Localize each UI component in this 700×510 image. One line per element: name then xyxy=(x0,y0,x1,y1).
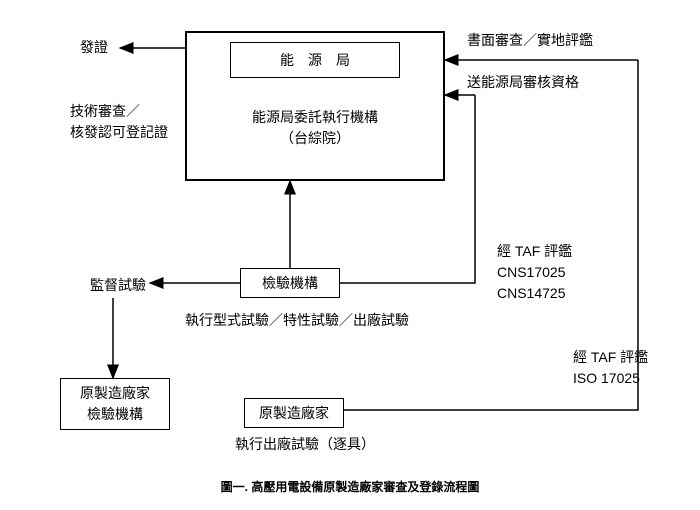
issue-cert-label: 發證 xyxy=(80,37,108,58)
diagram-caption-text: 圖一. 高壓用電設備原製造廠家審查及登錄流程圖 xyxy=(221,480,480,494)
factory-test-label: 執行出廠試驗（逐具） xyxy=(235,434,375,455)
taf1-label: 經 TAF 評鑑 CNS17025 CNS14725 xyxy=(497,220,572,304)
send-review-label: 送能源局審核資格 xyxy=(467,72,579,93)
energy-bureau-inner-box: 能 源 局 xyxy=(230,42,400,78)
energy-bureau-inner-label: 能 源 局 xyxy=(280,50,350,71)
send-review-text: 送能源局審核資格 xyxy=(467,74,579,90)
energy-bureau-outer-label: 能源局委託執行機構 （台綜院） xyxy=(252,107,378,149)
supervise-label: 監督試驗 xyxy=(90,275,146,296)
doc-review-label: 書面審查／實地評鑑 xyxy=(467,30,593,51)
manufacturer-box: 原製造廠家 xyxy=(244,398,344,428)
orig-mfg-inspection-label: 原製造廠家 檢驗機構 xyxy=(80,383,150,425)
inspection-org-box: 檢驗機構 xyxy=(240,268,340,298)
diagram-caption: 圖一. 高壓用電設備原製造廠家審查及登錄流程圖 xyxy=(0,478,700,495)
orig-mfg-inspection-box: 原製造廠家 檢驗機構 xyxy=(60,378,170,430)
taf2-text: 經 TAF 評鑑 ISO 17025 xyxy=(573,349,648,386)
taf2-label: 經 TAF 評鑑 ISO 17025 xyxy=(573,326,648,389)
tech-review-label: 技術審查／ 核發認可登記證 xyxy=(70,80,168,143)
inspection-org-label: 檢驗機構 xyxy=(262,273,318,294)
tech-review-text: 技術審查／ 核發認可登記證 xyxy=(70,103,168,140)
supervise-text: 監督試驗 xyxy=(90,277,146,293)
type-test-label: 執行型式試驗／特性試驗／出廠試驗 xyxy=(185,310,409,331)
type-test-text: 執行型式試驗／特性試驗／出廠試驗 xyxy=(185,312,409,328)
taf1-text: 經 TAF 評鑑 CNS17025 CNS14725 xyxy=(497,243,572,301)
issue-cert-text: 發證 xyxy=(80,39,108,55)
factory-test-text: 執行出廠試驗（逐具） xyxy=(235,436,375,452)
doc-review-text: 書面審查／實地評鑑 xyxy=(467,32,593,48)
manufacturer-label: 原製造廠家 xyxy=(259,403,329,424)
